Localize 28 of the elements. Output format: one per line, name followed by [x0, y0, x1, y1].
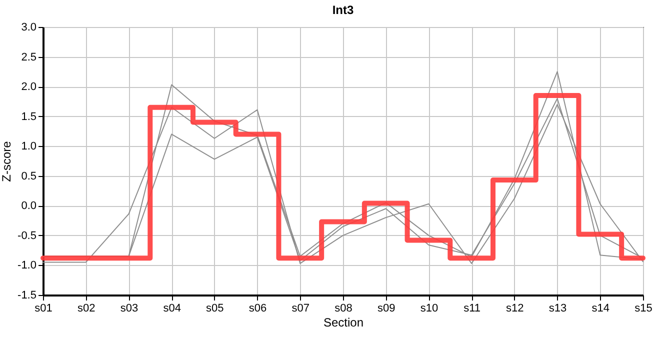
- y-axis-title: Z-score: [0, 140, 14, 182]
- x-tick-label: s14: [592, 302, 610, 314]
- y-tick-label: 1.0: [21, 140, 36, 153]
- x-tick-label: s05: [206, 302, 224, 314]
- x-tick-label: s13: [548, 302, 567, 314]
- y-tick-label: 0.0: [21, 200, 36, 212]
- x-tick-label: s07: [292, 302, 310, 314]
- y-tick-label: -0.5: [18, 230, 36, 242]
- x-axis-title: Section: [323, 316, 364, 330]
- x-tick-label: s01: [34, 302, 52, 314]
- x-tick-label: s15: [634, 302, 652, 314]
- x-tick-label: s04: [163, 302, 181, 314]
- x-tick-label: s11: [464, 302, 481, 314]
- y-tick-label: -1.5: [18, 290, 36, 302]
- y-tick-label: 1.5: [21, 110, 36, 123]
- x-tick-label: s08: [334, 302, 352, 314]
- y-tick-label: 3.0: [21, 22, 36, 34]
- y-tick-label: 2.0: [21, 81, 36, 94]
- x-tick-label: s02: [77, 302, 96, 314]
- x-tick-label: s09: [377, 302, 396, 314]
- x-tick-label: s10: [420, 302, 438, 314]
- y-tick-label: 0.5: [21, 170, 36, 182]
- x-tick-label: s03: [120, 302, 138, 314]
- y-tick-label: -1.0: [18, 260, 36, 272]
- y-tick-label: 2.5: [21, 51, 36, 64]
- x-tick-label: s12: [506, 302, 524, 314]
- chart-title: Int3: [332, 3, 354, 17]
- x-tick-label: s06: [248, 302, 267, 314]
